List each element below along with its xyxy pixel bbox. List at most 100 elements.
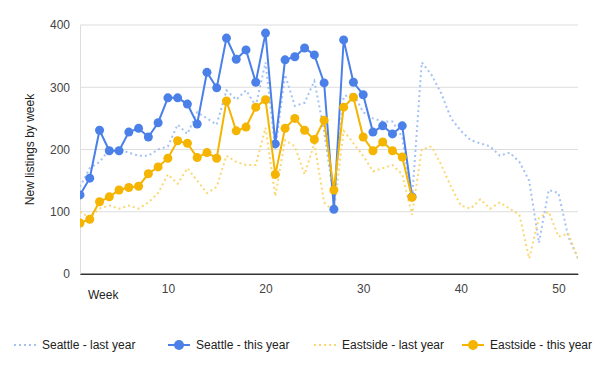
point <box>202 148 211 157</box>
point <box>173 93 182 102</box>
legend-label: Seattle - this year <box>196 338 289 352</box>
series-group <box>80 29 578 259</box>
point <box>222 96 231 105</box>
point <box>368 128 377 137</box>
grid-line <box>80 274 578 275</box>
x-tick-label: 10 <box>162 282 176 296</box>
x-tick: 20 <box>259 274 273 296</box>
point <box>378 138 387 147</box>
y-axis-title: New listings by week <box>23 93 37 205</box>
legend-item: Eastside - this year <box>462 338 592 352</box>
legend: Seattle - last year Seattle - this year Ea… <box>14 338 592 352</box>
point <box>232 55 241 64</box>
point <box>222 34 231 43</box>
y-tick: 100 <box>50 205 80 219</box>
legend-label: Eastside - last year <box>342 338 444 352</box>
series <box>80 93 417 228</box>
point <box>329 185 338 194</box>
point <box>80 218 85 227</box>
point <box>193 119 202 128</box>
x-axis: 10 20 30 40 50 <box>81 274 579 296</box>
series-line <box>80 62 578 258</box>
series-line <box>80 97 412 223</box>
point <box>368 146 377 155</box>
legend-item: Seattle - this year <box>168 338 289 352</box>
point <box>242 123 251 132</box>
y-tick-label: 300 <box>50 81 70 95</box>
x-tick: 40 <box>455 274 469 296</box>
point <box>212 83 221 92</box>
point <box>232 126 241 135</box>
point <box>134 182 143 191</box>
y-tick-label: 100 <box>50 205 70 219</box>
point <box>124 128 133 137</box>
point <box>271 170 280 179</box>
point <box>115 185 124 194</box>
point <box>163 93 172 102</box>
legend-marker <box>174 340 184 350</box>
point <box>85 215 94 224</box>
point <box>85 174 94 183</box>
point <box>115 146 124 155</box>
x-tick: 50 <box>552 274 566 296</box>
point <box>173 136 182 145</box>
x-tick-label: 20 <box>259 282 273 296</box>
grid-line <box>80 87 578 88</box>
point <box>281 124 290 133</box>
point <box>134 124 143 133</box>
point <box>359 133 368 142</box>
point <box>359 90 368 99</box>
grid-line <box>80 211 578 212</box>
point <box>310 50 319 59</box>
point <box>388 129 397 138</box>
legend-item: Seattle - last year <box>14 338 135 352</box>
y-tick: 0 <box>63 267 80 281</box>
y-axis: 0 100 200 300 400 <box>50 18 81 281</box>
point <box>105 146 114 155</box>
point <box>163 154 172 163</box>
legend-marker <box>468 340 478 350</box>
x-axis-title: Week <box>88 288 119 302</box>
point <box>183 100 192 109</box>
x-tick: 30 <box>357 274 371 296</box>
point <box>261 95 270 104</box>
grid-line <box>80 25 578 26</box>
plot-area: 0 100 200 300 400 10 20 30 40 50 <box>50 18 579 295</box>
point <box>212 154 221 163</box>
legend-swatch <box>14 344 36 346</box>
point <box>242 45 251 54</box>
point <box>144 133 153 142</box>
point <box>80 190 85 199</box>
y-tick-label: 400 <box>50 18 70 32</box>
y-tick: 300 <box>50 81 80 95</box>
point <box>320 116 329 125</box>
y-axis-line <box>80 26 81 275</box>
legend-swatch <box>314 344 336 346</box>
point <box>281 55 290 64</box>
point <box>408 192 417 201</box>
y-tick: 200 <box>50 143 80 157</box>
point <box>339 103 348 112</box>
point <box>320 78 329 87</box>
x-tick-label: 40 <box>455 282 469 296</box>
chart: 0 100 200 300 400 10 20 30 40 50 Week New listings … <box>0 0 600 371</box>
point <box>378 121 387 130</box>
legend-label: Eastside - this year <box>490 338 592 352</box>
x-tick-label: 30 <box>357 282 371 296</box>
point <box>290 114 299 123</box>
point <box>251 103 260 112</box>
point <box>408 193 417 202</box>
point <box>95 126 104 135</box>
point <box>388 146 397 155</box>
point <box>105 192 114 201</box>
point <box>183 139 192 148</box>
point <box>124 183 133 192</box>
point <box>300 44 309 53</box>
point <box>251 78 260 87</box>
point <box>144 169 153 178</box>
legend-item: Eastside - last year <box>314 338 444 352</box>
point <box>339 35 348 44</box>
point <box>300 126 309 135</box>
x-tick-label: 50 <box>552 282 566 296</box>
point <box>95 197 104 206</box>
